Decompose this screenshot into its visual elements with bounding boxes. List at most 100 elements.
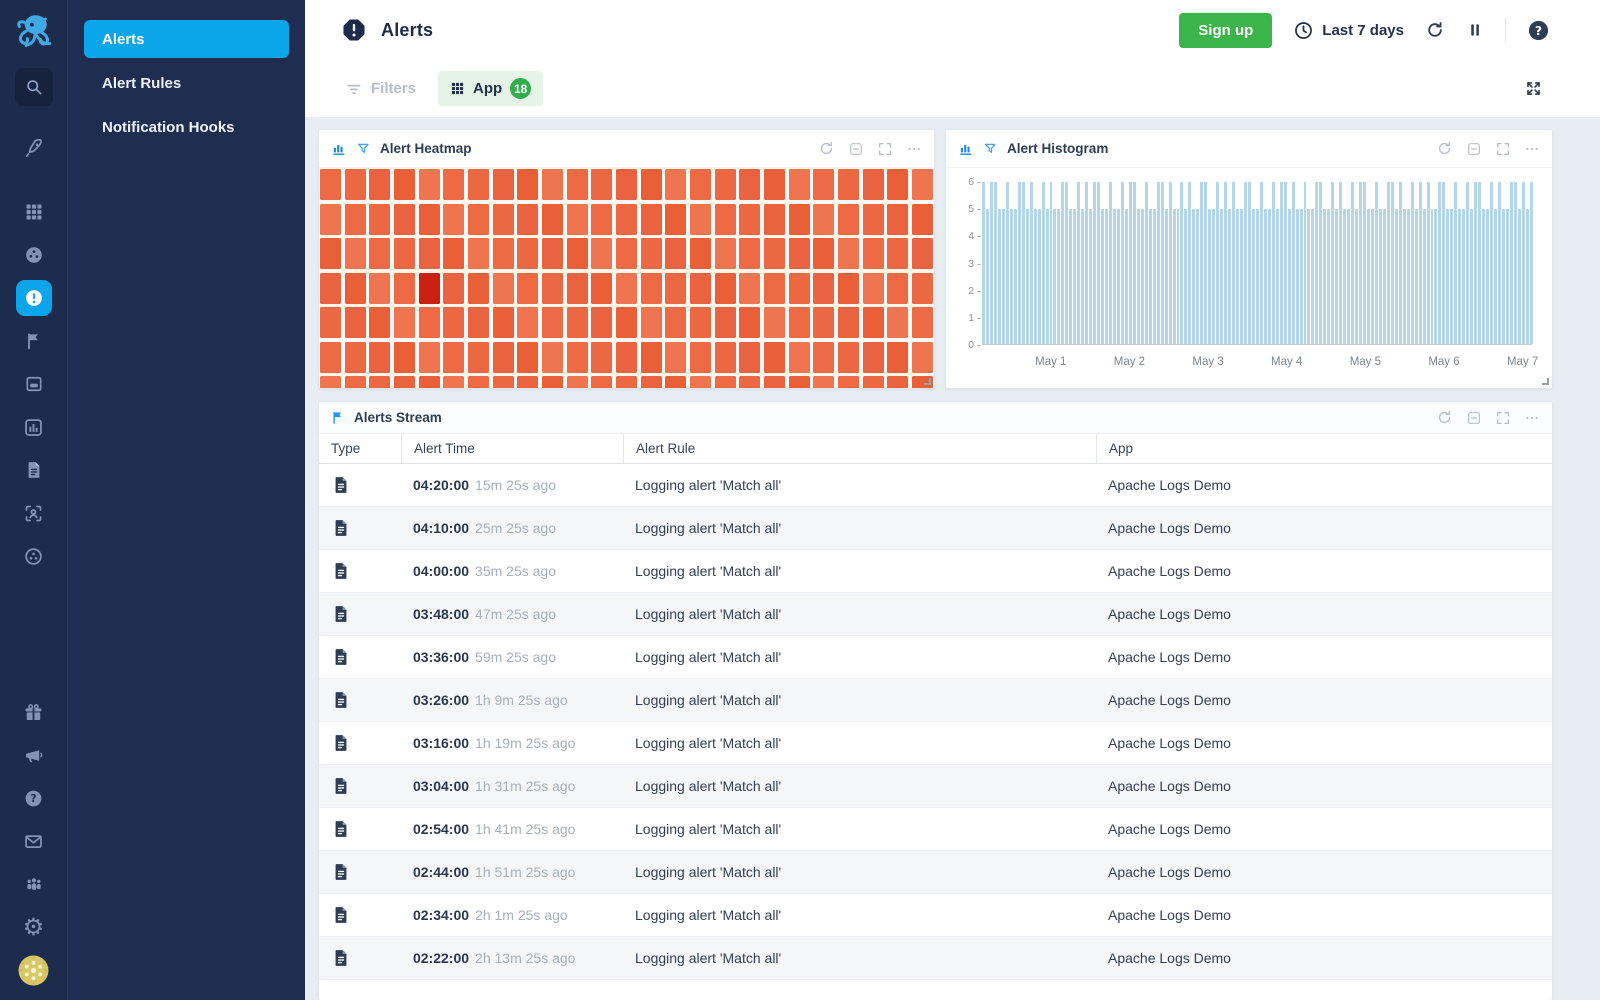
histogram-bar[interactable]: [1291, 182, 1295, 344]
heatmap-cell[interactable]: [615, 203, 638, 235]
heatmap-cell[interactable]: [344, 272, 366, 304]
histogram-bar[interactable]: [1295, 209, 1299, 344]
resize-handle[interactable]: [1542, 378, 1549, 385]
avatar[interactable]: [16, 952, 52, 988]
histogram-bar[interactable]: [1259, 182, 1263, 344]
histogram-bar[interactable]: [1267, 209, 1271, 344]
histogram-bar[interactable]: [1097, 182, 1101, 344]
heatmap-cell[interactable]: [689, 272, 712, 304]
heatmap-cell[interactable]: [665, 203, 687, 235]
heatmap-cell[interactable]: [566, 203, 588, 235]
time-range-picker[interactable]: Last 7 days: [1293, 20, 1404, 41]
sidebar-item-alert-rules[interactable]: Alert Rules: [102, 74, 182, 92]
histogram-bar[interactable]: [1434, 209, 1438, 344]
heatmap-cell[interactable]: [517, 376, 539, 388]
histogram-bar[interactable]: [1343, 209, 1347, 344]
heatmap-cell[interactable]: [344, 169, 366, 200]
histogram-bar[interactable]: [1335, 209, 1339, 344]
histogram-bar[interactable]: [1232, 182, 1236, 344]
panel-more-icon[interactable]: [906, 141, 922, 157]
heatmap-cell[interactable]: [369, 341, 391, 373]
heatmap-cell[interactable]: [418, 203, 440, 235]
histogram-bar[interactable]: [1240, 209, 1243, 344]
panel-fullscreen-icon[interactable]: [1495, 410, 1511, 426]
histogram-bar[interactable]: [1073, 209, 1077, 344]
histogram-bar[interactable]: [1164, 209, 1168, 344]
heatmap-cell[interactable]: [788, 341, 810, 373]
histogram-bar[interactable]: [1513, 182, 1517, 344]
histogram-bar[interactable]: [1450, 209, 1454, 344]
heatmap-cell[interactable]: [911, 376, 934, 388]
heatmap-cell[interactable]: [862, 272, 884, 304]
histogram-bar[interactable]: [1243, 182, 1247, 344]
heatmap-cell[interactable]: [615, 376, 638, 388]
heatmap-cell[interactable]: [739, 169, 761, 200]
heatmap-cell[interactable]: [467, 169, 490, 200]
histogram-bar[interactable]: [1339, 182, 1343, 344]
heatmap-cell[interactable]: [911, 307, 934, 338]
panel-refresh-icon[interactable]: [1436, 409, 1453, 426]
heatmap-cell[interactable]: [714, 341, 736, 373]
heatmap-cell[interactable]: [566, 169, 588, 200]
histogram-bar[interactable]: [1430, 209, 1434, 344]
heatmap-cell[interactable]: [492, 307, 514, 338]
heatmap-cell[interactable]: [320, 341, 342, 373]
histogram-bar[interactable]: [1085, 182, 1089, 344]
megaphone-icon[interactable]: [16, 737, 52, 773]
histogram-bar[interactable]: [1144, 182, 1148, 344]
histogram-bar[interactable]: [1132, 182, 1136, 344]
histogram-bar[interactable]: [1355, 209, 1359, 344]
sidebar-item-alerts[interactable]: Alerts: [84, 20, 289, 58]
rocket-icon[interactable]: [16, 130, 52, 166]
heatmap-cell[interactable]: [837, 307, 860, 338]
heatmap-cell[interactable]: [887, 203, 909, 235]
heatmap-cell[interactable]: [443, 203, 465, 235]
heatmap-cell[interactable]: [689, 169, 712, 200]
histogram-bar[interactable]: [1101, 209, 1105, 344]
heatmap-cell[interactable]: [862, 238, 884, 269]
histogram-bar[interactable]: [1192, 209, 1196, 344]
heatmap-cell[interactable]: [320, 169, 342, 200]
heatmap-cell[interactable]: [862, 376, 884, 388]
histogram-bar[interactable]: [1160, 182, 1164, 344]
heatmap-cell[interactable]: [862, 203, 884, 235]
histogram-bar[interactable]: [1394, 209, 1398, 344]
histogram-bar[interactable]: [1057, 209, 1061, 344]
settings-gear-icon[interactable]: ⚙: [22, 913, 45, 941]
histogram-bar[interactable]: [1311, 209, 1315, 344]
histogram-bar[interactable]: [1212, 209, 1216, 344]
table-row[interactable]: 04:10:00 25m 25s ago Logging alert 'Match …: [319, 507, 1552, 550]
histogram-bar[interactable]: [1470, 209, 1474, 344]
heatmap-cell[interactable]: [541, 238, 564, 269]
heatmap-cell[interactable]: [714, 169, 736, 200]
heatmap-cell[interactable]: [541, 272, 564, 304]
heatmap-cell[interactable]: [344, 203, 366, 235]
heatmap-cell[interactable]: [369, 203, 391, 235]
heatmap-cell[interactable]: [566, 307, 588, 338]
histogram-bar[interactable]: [1521, 182, 1525, 344]
help-icon[interactable]: ?: [16, 780, 52, 816]
table-row[interactable]: 04:20:00 15m 25s ago Logging alert 'Match …: [319, 464, 1552, 507]
heatmap-cell[interactable]: [443, 376, 465, 388]
histogram-bar[interactable]: [1303, 182, 1307, 344]
heatmap-cell[interactable]: [763, 341, 786, 373]
histogram-bar[interactable]: [1077, 182, 1081, 344]
histogram-bar[interactable]: [1089, 209, 1093, 344]
heatmap-cell[interactable]: [344, 376, 366, 388]
heatmap-cell[interactable]: [467, 341, 490, 373]
heatmap-cell[interactable]: [763, 272, 786, 304]
histogram-bar[interactable]: [1037, 209, 1041, 344]
histogram-bar[interactable]: [1410, 182, 1414, 344]
heatmap-cell[interactable]: [763, 307, 786, 338]
histogram-bar[interactable]: [1327, 209, 1331, 344]
histogram-bar[interactable]: [1367, 209, 1370, 344]
histogram-bar[interactable]: [1081, 209, 1085, 344]
flag-icon[interactable]: [16, 323, 52, 359]
heatmap-cell[interactable]: [369, 307, 391, 338]
histogram-bar[interactable]: [1255, 209, 1259, 344]
heatmap-cell[interactable]: [369, 238, 391, 269]
histogram-bar[interactable]: [1271, 182, 1275, 344]
user-scan-icon[interactable]: [16, 495, 52, 531]
heatmap-cell[interactable]: [566, 272, 588, 304]
heatmap-cell[interactable]: [467, 203, 490, 235]
